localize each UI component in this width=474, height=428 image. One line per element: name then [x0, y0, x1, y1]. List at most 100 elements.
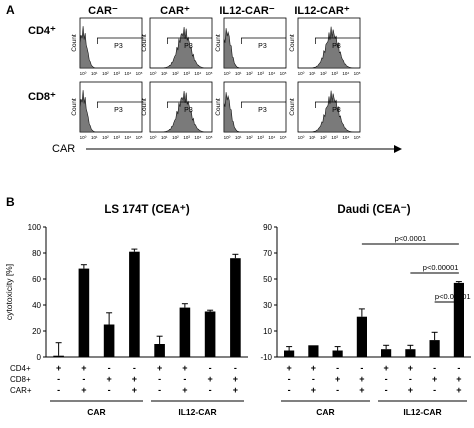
bar: [308, 345, 319, 357]
histogram-plot: Count 10⁰ 10¹ 10² 10³ 10⁴ 10⁵ P3: [289, 17, 361, 76]
row-sign: +: [207, 374, 212, 384]
histogram-tick-label: 10³: [113, 135, 120, 140]
row-sign: +: [157, 363, 162, 373]
bar: [381, 349, 392, 357]
row-sign: -: [288, 374, 291, 384]
histogram-tick-label: 10⁵: [354, 71, 361, 76]
gate-label: P3: [258, 43, 267, 50]
histogram-tick-label: 10³: [331, 135, 338, 140]
bar: [204, 311, 216, 357]
histogram-fill: [298, 26, 360, 69]
row-label: CAR+: [10, 386, 32, 395]
bar: [154, 344, 165, 357]
count-axis-label: Count: [215, 34, 222, 52]
histogram-tick-label: 10¹: [235, 135, 242, 140]
y-tick-label: -10: [260, 353, 272, 362]
row-sign: +: [233, 374, 238, 384]
gate-line: [167, 101, 212, 108]
histogram-tick-label: 10⁵: [136, 135, 143, 140]
count-axis-label: Count: [215, 98, 222, 116]
y-tick-label: 80: [32, 249, 41, 258]
row-sign: -: [158, 374, 161, 384]
panel-a-column-header: CAR⁺: [160, 5, 190, 17]
histogram-tick-label: 10⁴: [342, 135, 349, 140]
row-sign: +: [132, 374, 137, 384]
row-sign: +: [359, 374, 364, 384]
histogram-tick-label: 10⁰: [80, 71, 87, 76]
histogram-fill: [150, 26, 212, 69]
row-sign: +: [233, 385, 238, 395]
histogram-tick-label: 10⁰: [224, 71, 231, 76]
histogram-plot: Count 10⁰ 10¹ 10² 10³ 10⁴ 10⁵ P3: [215, 81, 287, 140]
row-sign: -: [336, 363, 339, 373]
panel-a-axis-arrow: [86, 145, 402, 153]
count-axis-label: Count: [71, 34, 78, 52]
panel-a-column-header: IL12-CAR⁻: [219, 5, 275, 17]
panel-a-column-header: IL12-CAR⁺: [294, 5, 350, 17]
histogram-plot: Count 10⁰ 10¹ 10² 10³ 10⁴ 10⁵ P3: [71, 81, 143, 140]
histogram-tick-label: 10³: [257, 71, 264, 76]
row-sign: -: [209, 363, 212, 373]
histogram-tick-label: 10⁴: [124, 71, 131, 76]
histogram-plot: Count 10⁰ 10¹ 10² 10³ 10⁴ 10⁵ P3: [289, 81, 361, 140]
gate-label: P3: [332, 107, 341, 114]
y-tick-label: 60: [32, 275, 41, 284]
histogram-tick-label: 10²: [246, 135, 253, 140]
histogram-tick-label: 10²: [102, 71, 109, 76]
row-sign: -: [57, 385, 60, 395]
histogram-plot: Count 10⁰ 10¹ 10² 10³ 10⁴ 10⁵ P3: [141, 81, 213, 140]
y-tick-label: 90: [263, 223, 272, 232]
gate-label: P3: [332, 43, 341, 50]
histogram-tick-label: 10¹: [309, 71, 316, 76]
bar: [179, 307, 191, 357]
histogram-tick-label: 10²: [246, 71, 253, 76]
gate-label: P3: [258, 107, 267, 114]
histogram-plot: Count 10⁰ 10¹ 10² 10³ 10⁴ 10⁵ P3: [141, 17, 213, 76]
row-sign: +: [81, 385, 86, 395]
y-axis-label: cytotoxicity [%]: [4, 264, 14, 320]
histogram-tick-label: 10⁴: [268, 135, 275, 140]
row-sign: -: [82, 374, 85, 384]
row-sign: -: [385, 374, 388, 384]
row-sign: -: [409, 374, 412, 384]
histogram-frame: [223, 81, 287, 133]
histogram-fill: [79, 90, 142, 133]
row-sign: -: [433, 363, 436, 373]
row-sign: +: [81, 363, 86, 373]
histogram-tick-label: 10²: [172, 71, 179, 76]
row-sign: +: [311, 385, 316, 395]
histogram-tick-label: 10⁰: [150, 135, 157, 140]
group-label: CAR: [87, 407, 105, 417]
panel-a-xaxis-label: CAR: [52, 143, 75, 155]
group-label: IL12-CAR: [178, 407, 216, 417]
histogram-tick-label: 10⁴: [342, 71, 349, 76]
histogram-tick-label: 10⁵: [136, 71, 143, 76]
histogram-tick-label: 10⁴: [268, 71, 275, 76]
histogram-tick-label: 10³: [257, 135, 264, 140]
row-label: CD4+: [10, 364, 31, 373]
panel-a-column-header: CAR⁻: [88, 5, 118, 17]
histogram-fill: [223, 28, 286, 69]
histogram-tick-label: 10¹: [161, 71, 168, 76]
histogram-tick-label: 10²: [102, 135, 109, 140]
row-sign: +: [106, 374, 111, 384]
histogram-tick-label: 10⁰: [298, 135, 305, 140]
bar: [332, 350, 343, 357]
gate-label: P3: [184, 107, 193, 114]
group-label: CAR: [316, 407, 334, 417]
row-sign: -: [433, 385, 436, 395]
y-tick-label: 30: [263, 301, 272, 310]
histogram-tick-label: 10⁵: [280, 135, 287, 140]
bar: [53, 355, 64, 357]
gate-label: P3: [184, 43, 193, 50]
row-sign: -: [209, 385, 212, 395]
histogram-tick-label: 10⁴: [194, 135, 201, 140]
gate-line: [97, 37, 142, 44]
row-sign: -: [336, 385, 339, 395]
row-sign: +: [56, 363, 61, 373]
row-sign: -: [108, 363, 111, 373]
y-tick-label: 20: [32, 327, 41, 336]
bar: [129, 251, 140, 357]
histogram-tick-label: 10⁵: [354, 135, 361, 140]
